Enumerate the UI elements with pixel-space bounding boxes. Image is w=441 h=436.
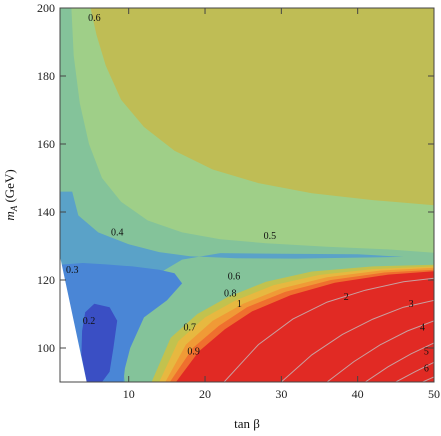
unphysical-region [60,256,87,382]
plot-frame [59,7,435,383]
y-axis-label-unit: (GeV) [2,169,17,205]
contour-label: 6 [424,363,429,374]
contour-line [223,277,434,382]
x-tick-label: 50 [428,387,440,401]
y-tick-label: 160 [37,137,55,151]
contour-label: 0.3 [66,265,79,276]
contour-lines [223,277,434,382]
contour-label: 0.6 [228,272,241,283]
region-above-1 [176,271,434,382]
contour-line [365,342,434,382]
contour-label: 0.9 [187,346,200,357]
contour-labels: 0.6 0.4 0.5 0.3 0.2 0.6 0.81 0.7 0.9 2 3 4 5 6 [66,13,429,374]
contour-label: 2 [344,292,349,303]
contour-label: 0.2 [83,316,96,327]
x-tick-label: 20 [199,387,211,401]
y-axis-label: mA (GeV) [2,169,19,220]
y-tick-label: 100 [37,341,55,355]
contour-line [422,376,434,382]
contour-label: 1 [237,299,242,310]
contour-label: 0.5 [264,231,277,242]
contour-line [395,361,434,382]
contour-label: 0.7 [184,323,197,334]
y-tick-label: 120 [37,273,55,287]
x-tick-label: 40 [352,387,364,401]
contour-label: 0.8 [224,289,237,300]
axis-ticks: 10 20 30 40 50 100 120 140 160 180 200 [37,1,440,401]
contour-label: 0.4 [111,227,124,238]
contour-label: 0.6 [88,13,101,24]
x-tick-label: 30 [275,387,287,401]
y-axis-label-sub: A [9,205,19,212]
contour-label: 5 [424,346,429,357]
x-tick-label: 10 [123,387,135,401]
y-tick-label: 200 [37,1,55,15]
contour-line [326,320,434,382]
contour-label: 3 [409,299,414,310]
contour-line [280,299,434,382]
y-axis-label-main: m [2,211,17,220]
y-tick-label: 180 [37,69,55,83]
y-tick-label: 140 [37,205,55,219]
region-below-0.2 [81,303,118,382]
contour-label: 4 [420,323,425,334]
contour-regions [60,8,434,382]
x-axis-label: tan β [234,416,260,431]
region-above-0.6 [90,8,434,206]
